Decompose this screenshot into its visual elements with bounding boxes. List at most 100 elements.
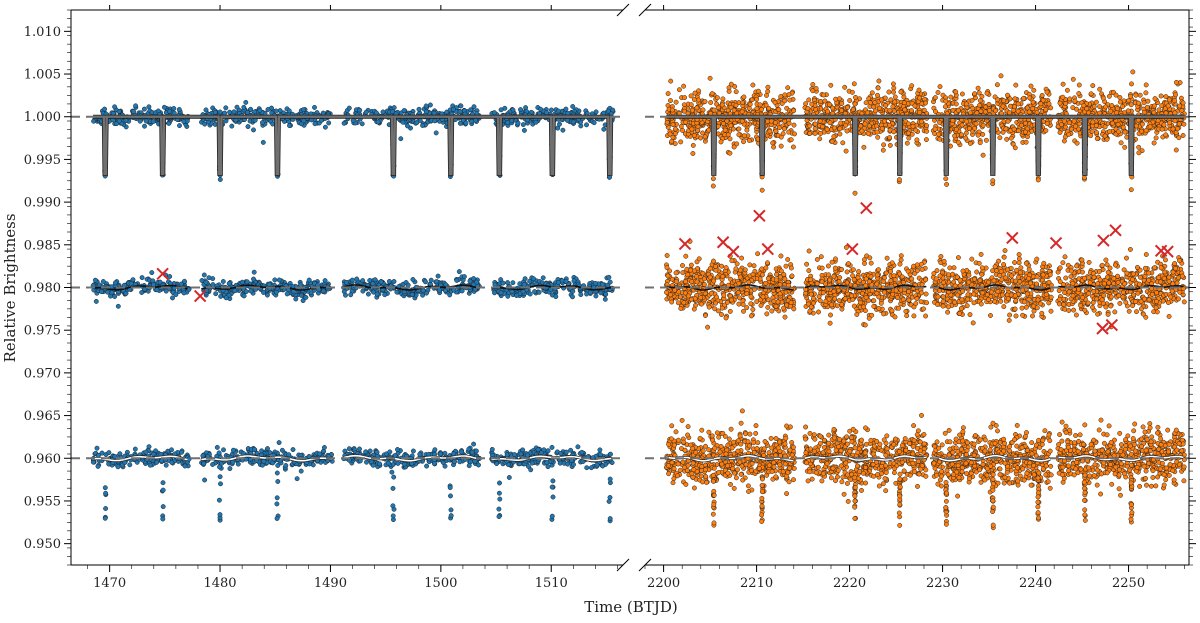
lightcurve-point — [1097, 104, 1103, 110]
lightcurve-point — [290, 447, 296, 453]
lightcurve-point — [147, 462, 153, 468]
lightcurve-point — [959, 132, 964, 138]
lightcurve-point — [518, 107, 523, 113]
lightcurve-point — [688, 102, 694, 108]
lightcurve-point — [952, 133, 958, 139]
transit-point — [390, 485, 396, 491]
lightcurve-point — [375, 119, 381, 125]
lightcurve-point — [943, 98, 949, 104]
lightcurve-point — [500, 280, 506, 286]
lightcurve-point — [471, 276, 477, 282]
lightcurve-point — [1129, 81, 1134, 87]
lightcurve-point — [275, 463, 281, 468]
transit-model-outline — [93, 114, 614, 176]
lightcurve-point — [210, 282, 216, 288]
lightcurve-point — [1011, 126, 1017, 132]
lightcurve-point — [394, 289, 400, 295]
lightcurve-point — [146, 104, 152, 110]
lightcurve-point — [987, 108, 992, 113]
lightcurve-point — [688, 93, 694, 99]
transit-point — [550, 494, 556, 500]
lightcurve-point — [1090, 83, 1096, 89]
transit-point — [448, 493, 453, 499]
lightcurve-point — [260, 139, 266, 145]
lightcurve-point — [1058, 122, 1064, 128]
lightcurve-point — [451, 287, 457, 293]
lightcurve-point — [1106, 93, 1112, 99]
lightcurve-point — [100, 279, 106, 284]
transit-point — [943, 176, 949, 182]
lightcurve-point — [541, 447, 547, 453]
lightcurve-point — [450, 106, 456, 112]
lightcurve-point — [390, 109, 396, 115]
lightcurve-point — [506, 475, 512, 480]
lightcurve-point — [676, 87, 682, 93]
lightcurve-point — [105, 289, 111, 295]
lightcurve-point — [910, 123, 916, 129]
lightcurve-point — [252, 117, 258, 123]
lightcurve-point — [395, 447, 400, 452]
lightcurve-point — [1137, 92, 1143, 98]
lightcurve-point — [514, 292, 520, 298]
lightcurve-point — [1122, 129, 1128, 135]
lightcurve-point — [143, 118, 149, 124]
lightcurve-point — [498, 290, 504, 296]
transit-point — [390, 503, 396, 509]
lightcurve-point — [1034, 109, 1040, 115]
lightcurve-point — [875, 134, 881, 140]
lightcurve-point — [605, 108, 611, 114]
lightcurve-point — [409, 291, 415, 297]
lightcurve-point — [568, 447, 574, 453]
lightcurve-point — [1167, 120, 1173, 126]
lightcurve-point — [433, 130, 439, 136]
lightcurve-point — [312, 104, 317, 110]
lightcurve-point — [787, 97, 793, 103]
lightcurve-point — [169, 447, 174, 453]
lightcurve-point — [1043, 107, 1049, 112]
lightcurve-point — [924, 128, 930, 134]
lightcurve-point — [558, 451, 564, 456]
lightcurve-point — [603, 291, 609, 297]
lightcurve-point — [532, 289, 538, 295]
lightcurve-point — [690, 142, 696, 148]
lightcurve-point — [498, 107, 504, 113]
lightcurve-point — [469, 118, 475, 124]
lightcurve-point — [980, 152, 986, 158]
lightcurve-point — [346, 105, 352, 111]
lightcurve-point — [533, 119, 539, 125]
lightcurve-point — [115, 464, 121, 470]
lightcurve-point — [177, 123, 182, 129]
lightcurve-point — [434, 279, 440, 285]
lightcurve-point — [973, 121, 979, 127]
lightcurve-point — [765, 84, 771, 90]
lightcurve-point — [442, 288, 448, 294]
lightcurve-point — [838, 120, 844, 126]
lightcurve-point — [221, 447, 226, 453]
lightcurve-point — [210, 462, 216, 467]
lightcurve-point — [1008, 135, 1014, 141]
lightcurve-point — [1097, 86, 1103, 92]
lightcurve-point — [139, 275, 145, 281]
transit-point — [448, 507, 454, 513]
lightcurve-point — [714, 101, 720, 107]
lightcurve-point — [1044, 89, 1050, 95]
transit-point — [102, 515, 108, 521]
lightcurve-point — [1084, 106, 1090, 112]
lightcurve-point — [845, 105, 850, 110]
lightcurve-point — [843, 148, 849, 154]
lightcurve-point — [913, 127, 919, 133]
lightcurve-point — [937, 119, 943, 125]
lightcurve-point — [1142, 109, 1147, 115]
transit-point — [550, 478, 556, 484]
lightcurve-point — [245, 124, 251, 130]
lightcurve-point — [1108, 108, 1114, 114]
lightcurve-point — [865, 110, 871, 116]
lightcurve-point — [1158, 93, 1164, 99]
lightcurve-point — [1028, 83, 1034, 89]
lightcurve-point — [109, 284, 115, 290]
lightcurve-point — [1128, 102, 1134, 108]
lightcurve-point — [781, 126, 787, 132]
lightcurve-point — [1106, 129, 1112, 135]
transit-point — [497, 496, 503, 502]
lightcurve-point — [391, 279, 397, 284]
